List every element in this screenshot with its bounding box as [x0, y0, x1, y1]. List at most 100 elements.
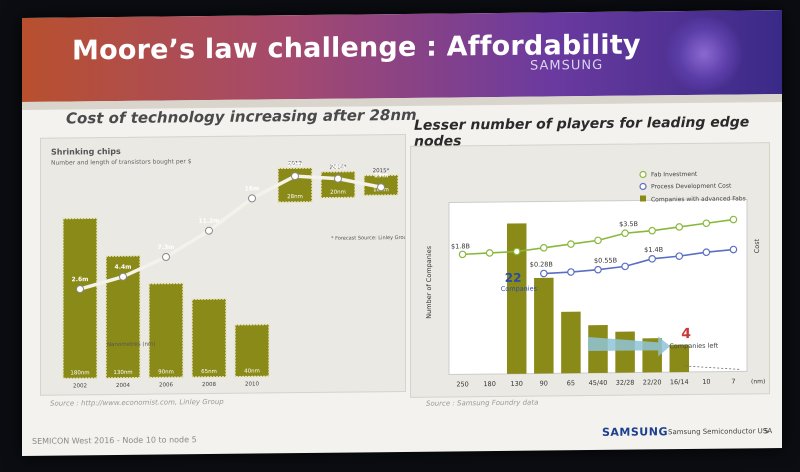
company-bar [669, 344, 690, 373]
footer-event: SEMICON West 2016 - Node 10 to node 5 [32, 435, 197, 446]
fab-point [594, 236, 602, 245]
year-label: 2014* [330, 165, 347, 171]
year-label: 2015* [373, 168, 390, 174]
callout-text: Companies [501, 285, 538, 293]
x-tick-label: 180 [483, 380, 495, 388]
value-label: 11.2m [198, 218, 219, 225]
transistor-point [76, 285, 84, 294]
title-banner: Moore’s law challenge : Affordability SA… [22, 10, 782, 102]
nm-label: 65nm [201, 369, 217, 375]
process-value-label: $1.4B [644, 246, 663, 254]
fab-point [567, 240, 575, 248]
year-label: 2008 [202, 382, 216, 388]
brand-watermark: SAMSUNG [530, 57, 604, 74]
year-label: 2006 [159, 382, 173, 388]
fab-point [485, 249, 494, 257]
callout-count: 4 [681, 326, 691, 342]
fab-point [621, 229, 629, 238]
x-tick-label: 7 [731, 378, 735, 386]
trend-arrow [588, 336, 671, 357]
value-label: 20m [331, 164, 346, 171]
page-number: 5 [764, 427, 769, 436]
x-tick-label: 10 [702, 378, 710, 386]
chip-bar [234, 323, 270, 378]
year-label: 2012 [288, 161, 302, 167]
value-label: 19m [374, 172, 389, 179]
fab-point [512, 247, 521, 256]
value-label: 4.4m [115, 264, 132, 271]
transistor-point [119, 272, 127, 281]
company-bar [534, 277, 554, 374]
process-point [648, 255, 656, 263]
legend-entry: Companies with advanced Fabs [651, 195, 746, 203]
transistor-point [205, 226, 213, 235]
chart-subtitle: Number and length of transistors bought … [51, 158, 192, 166]
process-point [729, 245, 738, 254]
process-point [702, 248, 711, 257]
x-axis-unit: (nm) [751, 378, 765, 385]
fab-point [540, 244, 548, 252]
year-label: 2002 [73, 383, 87, 389]
nm-label: 90nm [158, 369, 174, 375]
x-tick-label: 90 [540, 379, 548, 387]
year-label: 2010 [245, 381, 259, 387]
fab-point [648, 226, 656, 235]
company-bar [615, 331, 635, 373]
chart-title: Shrinking chips [51, 147, 121, 157]
y2-axis-label: Cost [753, 238, 761, 253]
x-tick-label: 22/20 [643, 378, 662, 386]
right-source: Source : Samsung Foundry data [426, 398, 539, 408]
fab-point [675, 223, 684, 231]
legend-marker [639, 170, 647, 179]
x-tick-label: 65 [567, 379, 575, 387]
chip-bar [191, 298, 227, 378]
callout-count: 22 [505, 271, 522, 285]
value-label: 16m [245, 185, 260, 192]
transistor-point [248, 194, 256, 203]
left-source: Source : http://www.economist.com, Linle… [50, 397, 224, 408]
x-axis-label: Nanometres (nm) [107, 342, 156, 349]
legend-entry: Fab Investment [651, 171, 698, 178]
y-axis-label: Number of Companies [425, 245, 433, 318]
x-tick-label: 32/28 [616, 379, 635, 387]
footer-company: Samsung Semiconductor USA [668, 427, 773, 437]
process-point [567, 268, 575, 276]
legend-marker [639, 182, 647, 191]
process-point [540, 269, 548, 278]
value-label: 7.3m [158, 244, 175, 251]
company-bar [506, 223, 527, 374]
fab-value-label: $3.5B [619, 220, 638, 228]
forecast-note: * Forecast Source: Linley Group [331, 235, 405, 242]
chip-bar [105, 254, 141, 379]
process-point [621, 262, 629, 271]
process-value-label: $0.55B [594, 256, 617, 264]
x-tick-label: 16/14 [670, 378, 689, 386]
x-tick-label: 250 [456, 380, 468, 388]
fab-point [702, 219, 711, 228]
slide: Moore’s law challenge : Affordability SA… [22, 10, 782, 456]
year-label: 2004 [116, 383, 130, 389]
fab-point [458, 250, 467, 259]
nm-label: 40nm [244, 368, 260, 374]
chip-bar [62, 217, 98, 380]
nm-label: 180nm [70, 370, 89, 376]
left-chart-panel: Shrinking chips Number and length of tran… [40, 133, 410, 396]
x-tick-label: 130 [511, 380, 523, 388]
left-heading: Cost of technology increasing after 28nm [66, 105, 417, 128]
transistor-point [291, 172, 299, 181]
callout-text: Companies left [669, 342, 718, 351]
transistor-point [377, 183, 385, 192]
nm-label: 130nm [113, 370, 132, 376]
decorative-orb [662, 16, 746, 92]
value-label: 2.6m [72, 276, 89, 283]
players-chart: Fab Investment Process Development Cost Co… [425, 170, 765, 388]
company-bar [561, 311, 581, 374]
nm-label: 28nm [287, 194, 303, 200]
legend-entry: Process Development Cost [651, 183, 732, 191]
transistor-point [162, 253, 170, 262]
nm-label: 20nm [330, 190, 346, 196]
fab-point [729, 215, 738, 224]
process-line [543, 248, 734, 275]
legend-marker [640, 195, 646, 202]
footer-brand-logo: SAMSUNG [602, 425, 668, 439]
